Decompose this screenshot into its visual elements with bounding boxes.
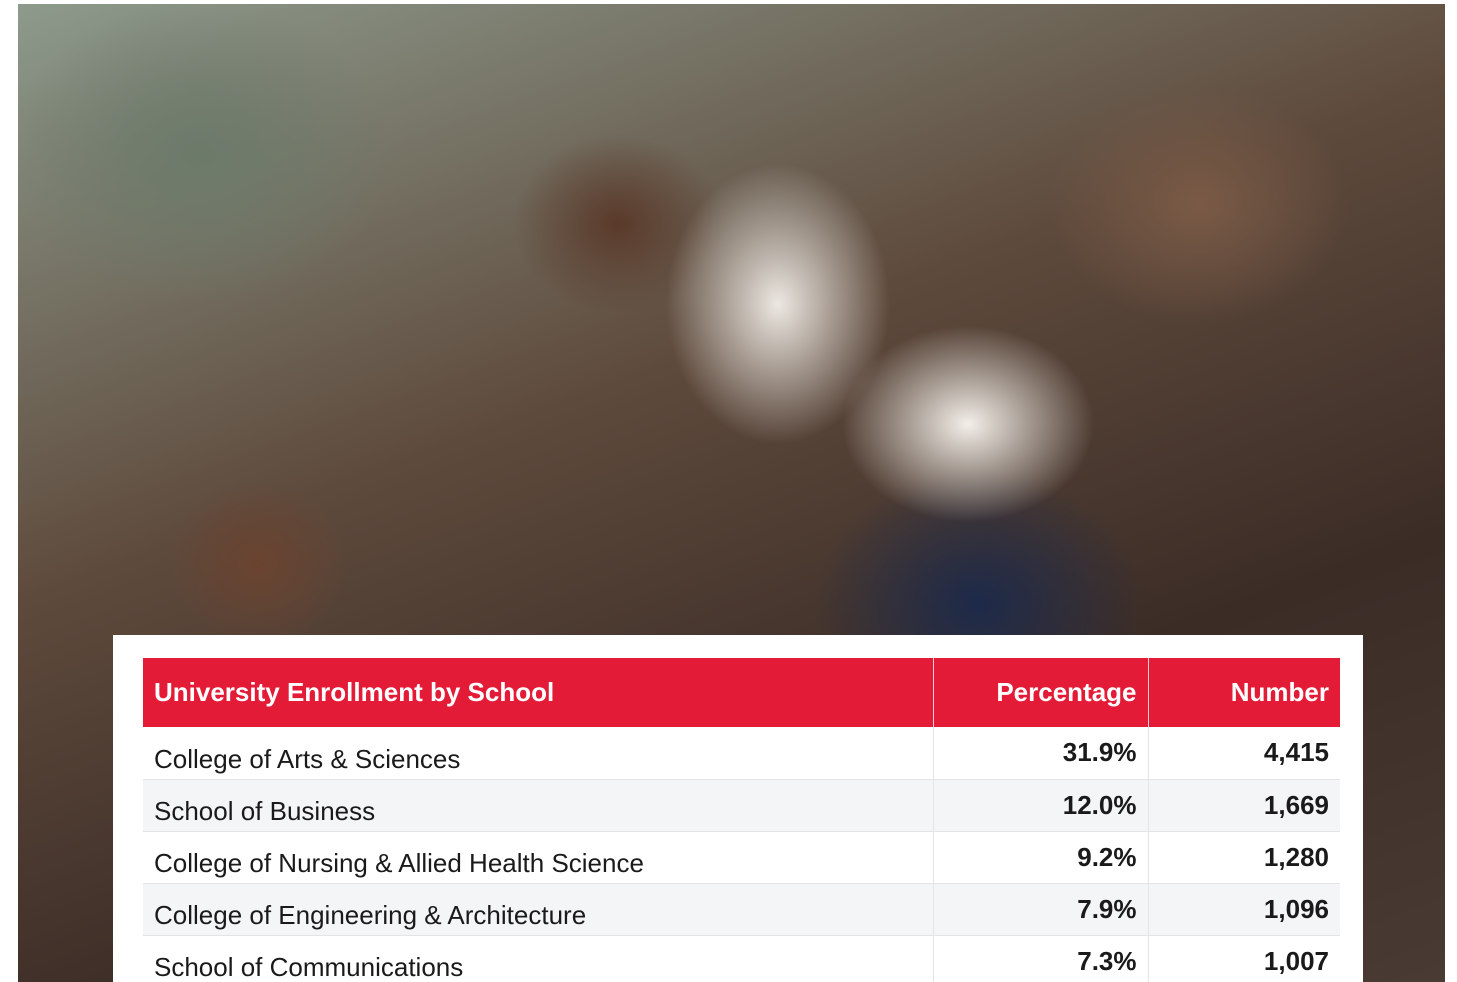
column-header: Percentage (933, 658, 1148, 727)
numeric-cell: 31.9% (933, 727, 1148, 779)
numeric-cell: 1,096 (1148, 883, 1340, 935)
column-header: University Enrollment by School (143, 658, 933, 727)
school-name: College of Arts & Sciences (143, 727, 933, 779)
school-name: School of Business (143, 779, 933, 831)
body: {"table": { "headers": ["University Enro… (0, 0, 1457, 982)
numeric-cell: 7.9% (933, 883, 1148, 935)
numeric-cell: 1,280 (1148, 831, 1340, 883)
school-name: College of Engineering & Architecture (143, 883, 933, 935)
numeric-cell: 1,669 (1148, 779, 1340, 831)
page: University Enrollment by School html, bo… (0, 0, 1457, 982)
table-row: College of Nursing & Allied Health Scien… (143, 831, 1340, 883)
numeric-cell: 12.0% (933, 779, 1148, 831)
school-name: School of Communications (143, 935, 933, 982)
numeric-cell: 7.3% (933, 935, 1148, 982)
column-header: Number (1148, 658, 1340, 727)
school-name: College of Nursing & Allied Health Scien… (143, 831, 933, 883)
numeric-cell: 9.2% (933, 831, 1148, 883)
numeric-cell: 4,415 (1148, 727, 1340, 779)
numeric-cell: 1,007 (1148, 935, 1340, 982)
